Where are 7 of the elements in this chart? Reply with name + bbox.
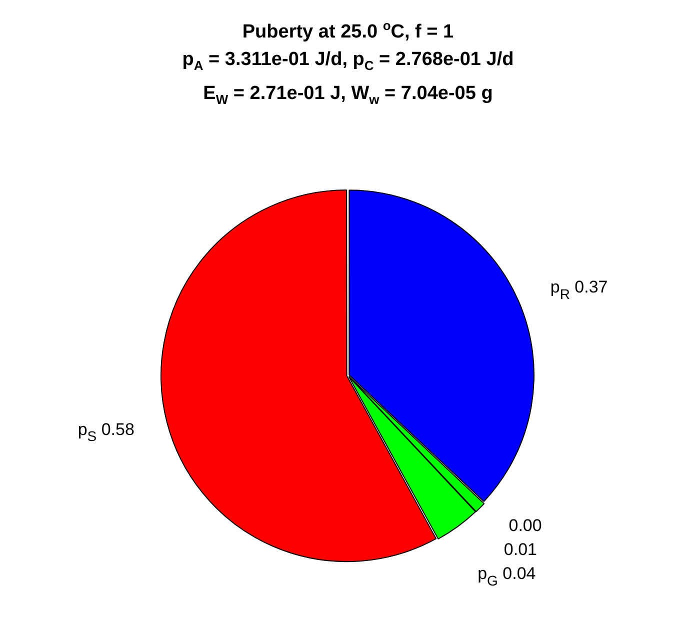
text: 0.00 bbox=[508, 516, 542, 536]
data-label: 0.01 bbox=[504, 540, 538, 560]
data-label: 0.04 bbox=[498, 564, 536, 584]
data-label: 0.58 bbox=[96, 420, 134, 440]
chart-title: Puberty at 25.0 $^{o}$C, f = 1 bbox=[241, 17, 455, 44]
text: p$_{A}$ = 3.311e-01 J/d, p$_{C}$ = 2.768e-01 J/d E$_{W}$ = 2.71e-01 J, W$_{w}$ = 7.04e-05 g bbox=[182, 49, 514, 107]
data-label: 0.37 bbox=[570, 278, 608, 297]
